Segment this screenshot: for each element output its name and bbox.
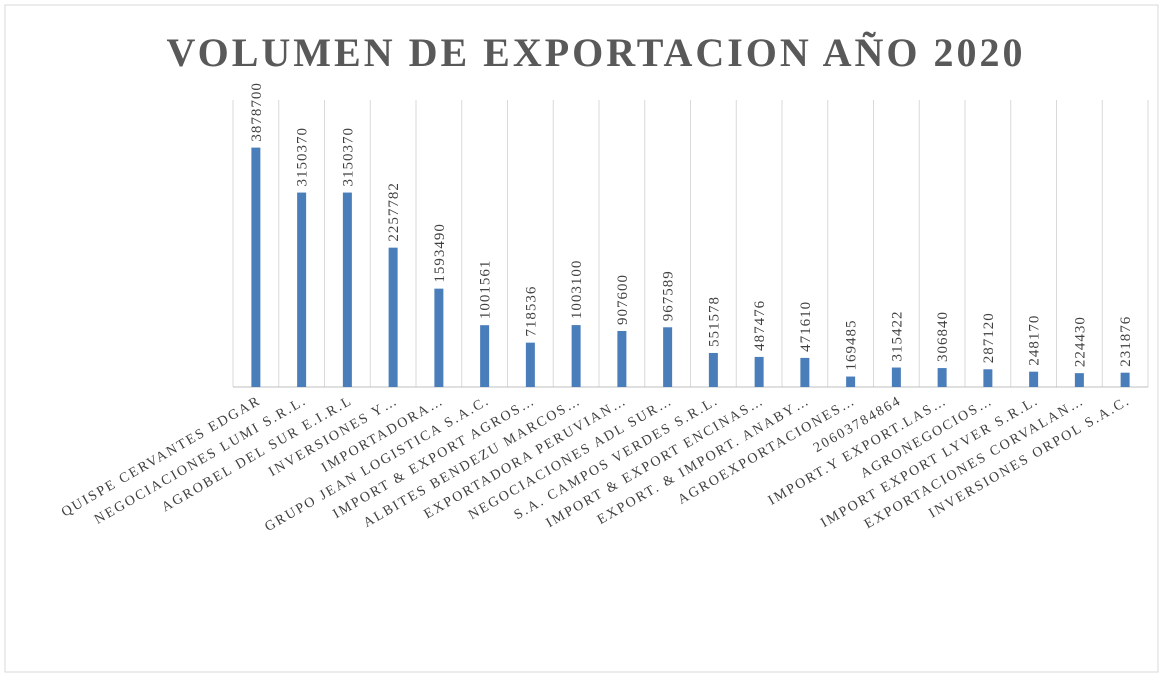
value-label: 287120 [981,312,997,363]
value-label: 487476 [752,300,768,351]
bar [1029,371,1039,387]
value-label: 224430 [1072,316,1088,367]
bar [388,247,398,387]
bar [342,192,352,387]
bar [480,325,490,387]
bar [800,357,810,387]
value-label: 1593490 [432,223,448,283]
bar [754,356,764,387]
value-label: 3150370 [340,127,356,187]
value-label: 231876 [1118,316,1134,367]
chart-frame [4,4,1159,673]
value-label: 3878700 [249,82,265,142]
bar [571,325,581,387]
value-label: 907600 [615,274,631,325]
bar [983,369,993,387]
value-label: 1003100 [569,260,585,320]
bar [708,352,718,387]
bar [434,288,444,387]
value-label: 2257782 [386,182,402,242]
bar [251,147,261,387]
bar [663,327,673,387]
value-label: 551578 [706,296,722,347]
bar [525,342,535,387]
chart-title: VOLUMEN DE EXPORTACION AÑO 2020 [167,30,1026,75]
bar [846,376,856,387]
value-label: 3150370 [295,127,311,187]
value-label: 718536 [523,286,539,337]
bar [617,330,627,387]
value-label: 967589 [661,270,677,321]
value-label: 248170 [1027,315,1043,366]
value-label: 306840 [935,311,951,362]
value-label: 169485 [844,320,860,371]
bar [1074,373,1084,387]
value-label: 471610 [798,301,814,352]
bar [937,368,947,387]
value-label: 315422 [889,311,905,362]
bar [891,367,901,387]
value-label: 1001561 [478,260,494,320]
bar [1120,372,1130,387]
bar [297,192,307,387]
